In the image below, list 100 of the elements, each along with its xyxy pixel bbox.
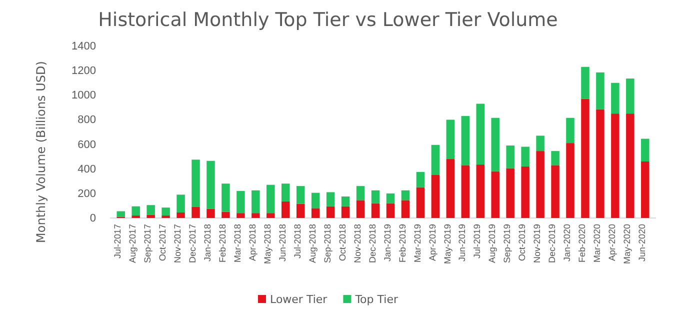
bar: [326, 206, 335, 218]
bar: [536, 136, 544, 152]
x-tick-label: Jan-2018: [202, 224, 213, 262]
bar: [176, 212, 185, 218]
bar: [506, 146, 514, 168]
x-tick-label: Nov-2017: [172, 224, 183, 264]
bar: [341, 206, 350, 218]
bar: [476, 164, 484, 218]
bar: [611, 82, 620, 114]
x-tick-label: Jul-2019: [472, 224, 482, 259]
bar: [236, 213, 245, 218]
x-tick-label: Feb-2018: [218, 224, 228, 263]
x-tick-label: May-2020: [622, 224, 632, 264]
bar: [641, 161, 650, 218]
bar: [596, 109, 604, 218]
bar: [641, 138, 650, 162]
bar: [596, 72, 604, 110]
x-tick-label: Oct-2019: [517, 224, 528, 262]
bar: [206, 160, 215, 209]
bar: [611, 114, 620, 218]
x-tick-label: Jun-2019: [457, 224, 468, 262]
x-tick-label: Nov-2019: [532, 224, 542, 264]
x-tick-label: Aug-2019: [487, 224, 498, 264]
bar: [491, 171, 500, 218]
bar: [162, 208, 170, 216]
x-tick-label: Apr-2019: [427, 224, 438, 262]
bar: [401, 200, 410, 218]
x-tick-label: Apr-2018: [248, 224, 258, 262]
bar: [192, 160, 200, 207]
y-axis-title: Monthly Volume (Billions USD): [34, 61, 48, 243]
bar: [446, 159, 455, 218]
y-tick-label: 1000: [72, 90, 96, 102]
x-tick-label: Jun-2020: [636, 224, 647, 262]
bar: [416, 172, 425, 188]
bar: [431, 144, 440, 175]
bar: [386, 203, 395, 218]
x-tick-label: Nov-2018: [352, 224, 362, 264]
bar: [236, 190, 245, 214]
bar: [521, 146, 530, 166]
x-tick-label: Aug-2018: [307, 224, 318, 264]
bar: [206, 208, 215, 218]
y-tick-label: 600: [78, 138, 96, 151]
y-tick-label: 200: [78, 188, 96, 200]
bar: [192, 206, 200, 218]
y-tick-label: 1200: [72, 65, 96, 78]
bar: [176, 194, 185, 212]
bar: [626, 114, 634, 218]
bar: [326, 192, 335, 206]
bar: [282, 184, 290, 202]
x-tick-label: Mar-2018: [232, 224, 243, 263]
bar: [252, 213, 260, 218]
x-tick-label: Feb-2019: [397, 224, 408, 263]
x-tick-label: Feb-2020: [577, 224, 588, 263]
legend-label: Lower Tier: [270, 293, 328, 306]
bar: [356, 186, 365, 200]
bar: [461, 116, 470, 166]
x-tick-label: Jul-2017: [112, 224, 123, 259]
x-tick-label: Mar-2020: [592, 224, 602, 263]
bar: [116, 211, 125, 217]
legend-label: Top Tier: [354, 293, 398, 306]
bar: [266, 213, 275, 218]
bar: [491, 118, 500, 172]
bar: [551, 165, 560, 218]
x-tick-label: Dec-2019: [547, 224, 558, 264]
bar: [536, 151, 544, 218]
x-tick-label: Jan-2019: [382, 224, 392, 262]
bar: [146, 205, 155, 215]
bar: [626, 78, 634, 114]
bar: [506, 168, 514, 218]
x-tick-label: Sep-2019: [502, 224, 512, 264]
bar: [222, 184, 230, 212]
x-tick-label: Oct-2017: [158, 224, 168, 262]
x-tick-label: Jan-2020: [562, 224, 572, 262]
bar: [566, 143, 574, 218]
bar: [461, 165, 470, 218]
bar: [371, 190, 380, 204]
bar: [416, 187, 425, 218]
x-tick-label: Dec-2018: [367, 224, 378, 264]
x-tick-label: Aug-2017: [128, 224, 138, 264]
x-tick-label: Oct-2018: [337, 224, 348, 262]
y-tick-label: 400: [78, 163, 96, 176]
chart-title: Historical Monthly Top Tier vs Lower Tier Volume: [98, 9, 558, 31]
bar: [132, 206, 140, 216]
x-tick-label: May-2018: [262, 224, 273, 264]
bar: [581, 98, 590, 218]
bar: [431, 175, 440, 218]
y-tick-label: 0: [90, 212, 96, 225]
bar: [386, 193, 395, 204]
bar: [311, 192, 320, 208]
bar: [476, 104, 484, 165]
bar: [311, 208, 320, 218]
x-tick-label: May-2019: [442, 224, 452, 264]
bar: [146, 214, 155, 218]
y-tick-label: 800: [78, 114, 96, 126]
bar: [446, 120, 455, 160]
bar: [266, 184, 275, 214]
bar: [401, 190, 410, 200]
x-tick-label: Dec-2017: [188, 224, 198, 264]
bar: [252, 190, 260, 214]
bar: [296, 186, 305, 204]
